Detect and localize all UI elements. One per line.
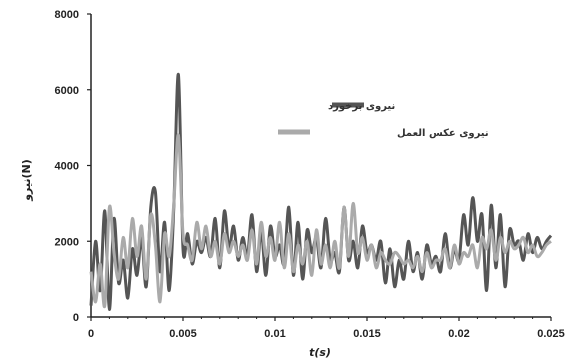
x-tick-label: 0.01 [264,328,285,340]
y-tick-label: 4000 [55,161,79,173]
y-axis-title: نیرو(N) [20,159,33,202]
legend-label-impact-force: نیروی برخورد [328,101,395,112]
series-line-impact-force [89,73,553,311]
x-tick-label: 0.02 [448,328,469,340]
y-tick-group: 0 2000 4000 6000 8000 [55,9,91,324]
x-tick-label: 0.005 [169,328,197,340]
y-tick-label: 6000 [55,85,79,97]
x-tick-label: 0.015 [353,328,381,340]
y-tick-label: 8000 [55,9,79,21]
series-group [89,73,553,311]
x-tick-group: 0 0.005 0.01 0.015 0.02 0.025 [88,317,565,340]
x-tick-label: 0 [88,328,94,340]
legend: نیروی برخورد نیروی عکس العمل [278,101,489,139]
y-tick-label: 0 [73,312,79,324]
x-tick-label: 0.025 [537,328,565,340]
x-axis-title: t(s) [309,346,331,358]
series-line-reaction-force [89,133,552,309]
y-tick-label: 2000 [55,236,79,248]
legend-label-reaction-force: نیروی عکس العمل [397,128,489,139]
